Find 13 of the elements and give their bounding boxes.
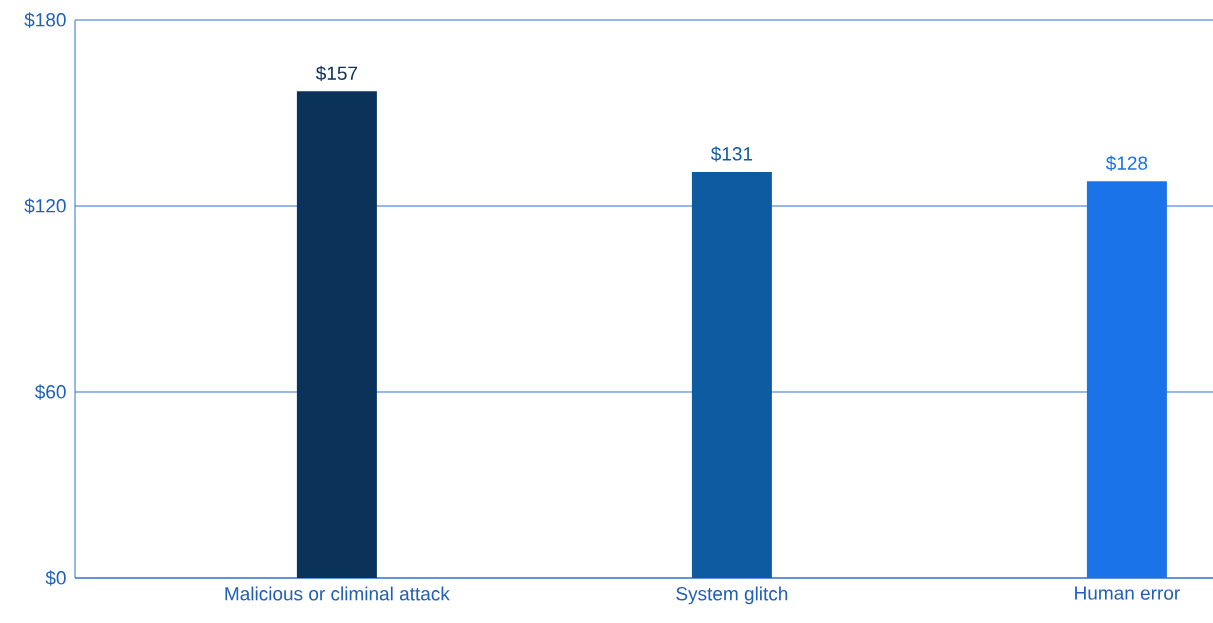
data-label: $128 xyxy=(1105,155,1148,171)
y-tick-label: $120 xyxy=(24,198,66,214)
bar xyxy=(296,91,377,578)
y-tick-label: $180 xyxy=(24,12,66,28)
y-tick-label: $0 xyxy=(45,570,66,586)
y-tick-label: $60 xyxy=(34,384,66,400)
x-tick-label: Malicious or climinal attack xyxy=(225,586,450,601)
data-label: $131 xyxy=(710,146,753,162)
x-tick-label: Human error xyxy=(1075,586,1180,600)
data-label: $157 xyxy=(315,65,358,82)
x-tick-label: System glitch xyxy=(676,586,788,605)
bar xyxy=(691,171,772,578)
bar xyxy=(1086,181,1167,578)
